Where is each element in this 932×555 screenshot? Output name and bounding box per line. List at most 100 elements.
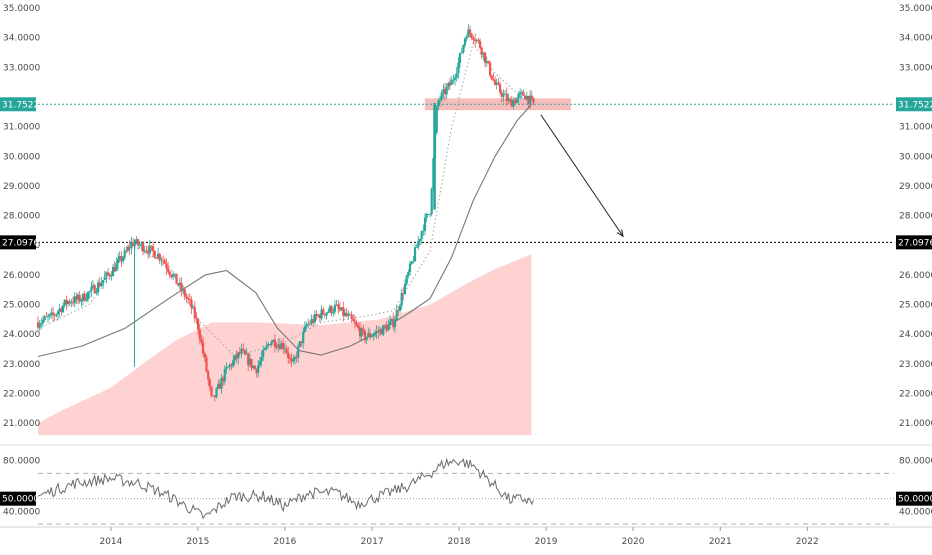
y-tick-label-left: 33.0000 [3, 63, 40, 73]
candle [103, 270, 106, 281]
candle [140, 240, 143, 250]
candle [300, 341, 303, 347]
candle-body [125, 250, 128, 252]
candle [112, 263, 115, 277]
candle [70, 299, 73, 308]
candle-body [63, 299, 66, 306]
candle-body [183, 289, 186, 297]
candle-body [398, 305, 402, 311]
candle [397, 306, 400, 316]
candle [107, 268, 110, 276]
candle [125, 245, 128, 253]
candle [98, 276, 101, 288]
x-tick-label: 2016 [273, 537, 296, 547]
candle [81, 293, 85, 306]
candle-body [112, 267, 115, 276]
candle-body [504, 93, 507, 95]
candle-body [93, 285, 96, 294]
current-price-label-right: 31.7522 [898, 100, 932, 110]
candle-body [267, 344, 270, 346]
candle [178, 277, 181, 291]
candle [198, 323, 201, 345]
candle [352, 314, 355, 322]
candle-body [280, 343, 283, 350]
candle-body [203, 353, 206, 358]
candle [380, 327, 383, 335]
candle [43, 314, 46, 323]
candle-body [408, 263, 412, 273]
y-tick-label-left: 35.0000 [3, 4, 40, 14]
candle [297, 343, 300, 364]
candle [275, 342, 278, 350]
candle-body [208, 379, 211, 387]
candle [378, 326, 382, 337]
candle [485, 56, 488, 67]
candle-body [50, 312, 53, 315]
candle-body [257, 365, 260, 374]
candle [235, 350, 238, 363]
candle [68, 298, 71, 307]
candle-body [130, 242, 133, 249]
candle-body [100, 283, 103, 287]
candle-body [514, 100, 517, 104]
candle-body [73, 296, 76, 304]
current-price-tag-left [0, 97, 36, 112]
candle [157, 247, 160, 260]
candle [135, 236, 138, 245]
candle [463, 36, 467, 48]
candle-body [393, 320, 397, 328]
candle [338, 302, 341, 313]
candle-body [529, 95, 532, 104]
candle [180, 277, 183, 297]
candle [97, 279, 100, 297]
candle-body [255, 368, 258, 374]
candle [367, 327, 370, 338]
candle [105, 271, 108, 284]
x-tick-label: 2015 [186, 537, 209, 547]
candle [252, 365, 255, 370]
candle [285, 345, 288, 355]
candle [95, 287, 98, 295]
candle-body [527, 96, 530, 104]
candle-body [253, 366, 256, 369]
candle-body [532, 97, 535, 103]
candle-body [107, 272, 110, 275]
candle [257, 360, 260, 378]
candle-body [283, 348, 286, 350]
candle [472, 36, 475, 45]
candle-body [465, 36, 468, 39]
candle [363, 329, 367, 344]
price-label-layer: 31.7522 31.7522 27.0976 27.0976 50.0000 50.00… [0, 97, 932, 506]
candle [308, 320, 311, 326]
candle [115, 257, 118, 272]
candle [368, 328, 372, 340]
candle-body [378, 329, 382, 333]
candle [147, 245, 150, 259]
x-tick-label: 2014 [99, 537, 122, 547]
candle-body [519, 92, 522, 95]
candle [148, 239, 151, 258]
candle [425, 212, 428, 223]
resistance-label-right: 27.0976 [898, 238, 932, 248]
candle [492, 73, 495, 82]
candle [497, 78, 500, 86]
y-tick-label-left: 29.0000 [3, 182, 40, 192]
candle [420, 230, 423, 245]
candle-body [225, 367, 228, 369]
candle [322, 306, 325, 315]
candle [58, 303, 61, 318]
y-tick-label-right: 29.0000 [899, 182, 932, 192]
y-tick-label-left: 24.0000 [3, 330, 40, 340]
candle [427, 214, 430, 215]
candle-body [497, 82, 500, 85]
candle-body [372, 335, 375, 337]
candle [210, 386, 213, 398]
candle [517, 91, 520, 104]
candle [197, 317, 200, 335]
candles-layer [36, 24, 535, 402]
candle-body [490, 75, 493, 80]
candle [317, 314, 320, 318]
candle [118, 251, 121, 262]
candle [388, 315, 392, 330]
